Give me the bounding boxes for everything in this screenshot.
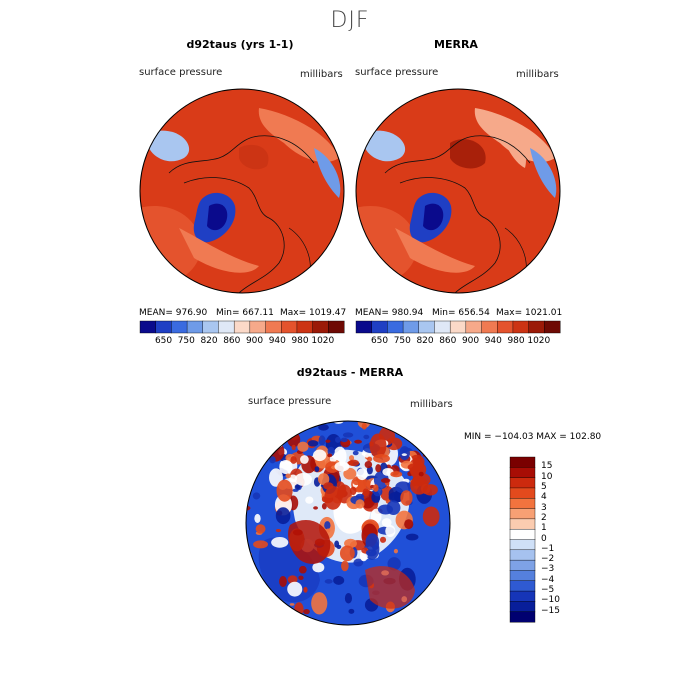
colorbar-tick-label: 0 <box>541 533 547 544</box>
panel-2-colorbar <box>355 320 561 334</box>
colorbar-swatch <box>509 559 536 571</box>
panel-1-polar-map <box>139 88 345 294</box>
panel-3-variable-label: surface pressure <box>248 396 332 407</box>
panel-1-units-label: millibars <box>300 69 343 80</box>
colorbar-tick-label: 3 <box>541 502 547 513</box>
colorbar-tick-label: 15 <box>541 461 553 472</box>
colorbar-tick-label: 650 <box>154 336 173 346</box>
panel-2-title: MERRA <box>434 38 478 51</box>
colorbar-tick-label: 860 <box>439 336 457 346</box>
colorbar-swatch <box>544 320 561 334</box>
panel-3-title: d92taus - MERRA <box>296 366 404 379</box>
panel-2-variable-label: surface pressure <box>355 67 439 78</box>
colorbar-tick-label: 2 <box>541 512 547 523</box>
colorbar-swatch <box>402 320 420 334</box>
colorbar-tick-label: 750 <box>393 336 411 346</box>
colorbar-swatch <box>171 320 188 334</box>
panel-3-minmax: MIN = −104.03 MAX = 102.80 <box>464 432 602 442</box>
colorbar-swatch <box>434 320 451 334</box>
colorbar-swatch <box>312 320 329 334</box>
colorbar-swatch <box>155 320 172 334</box>
colorbar-swatch <box>509 487 536 499</box>
colorbar-swatch <box>509 477 536 489</box>
panel-2-max: Max= 1021.01 <box>496 308 563 318</box>
colorbar-tick-label: −15 <box>541 605 560 616</box>
colorbar-swatch <box>509 611 536 623</box>
colorbar-swatch <box>371 320 388 334</box>
colorbar-swatch <box>509 467 536 479</box>
colorbar-swatch <box>509 456 536 468</box>
colorbar-tick-label: −1 <box>541 543 555 554</box>
colorbar-swatch <box>265 320 282 334</box>
colorbar-swatch <box>509 601 536 613</box>
colorbar-swatch <box>509 508 536 520</box>
colorbar-tick-label: 980 <box>291 336 309 346</box>
colorbar-swatch <box>218 320 235 334</box>
colorbar-tick-label: 900 <box>245 336 264 346</box>
colorbar-tick-label: 820 <box>200 336 218 346</box>
colorbar-tick-label: 940 <box>484 336 502 346</box>
colorbar-swatch <box>233 320 251 334</box>
panel-1-mean: MEAN= 976.90 <box>139 308 208 318</box>
colorbar-tick-label: 1 <box>541 523 547 534</box>
colorbar-swatch <box>509 580 536 592</box>
colorbar-tick-label: 1020 <box>527 336 551 346</box>
colorbar-swatch <box>139 320 157 334</box>
colorbar-swatch <box>387 320 404 334</box>
colorbar-swatch <box>328 320 345 334</box>
colorbar-tick-label: −5 <box>541 585 555 596</box>
colorbar-tick-label: 900 <box>461 336 480 346</box>
colorbar-tick-label: 940 <box>268 336 286 346</box>
colorbar-swatch <box>355 320 373 334</box>
colorbar-swatch <box>449 320 467 334</box>
colorbar-swatch <box>418 320 435 334</box>
colorbar-swatch <box>528 320 545 334</box>
panel-2-min: Min= 656.54 <box>432 308 490 318</box>
colorbar-tick-label: 750 <box>177 336 195 346</box>
panel-3-difference-map <box>245 420 451 626</box>
colorbar-swatch <box>497 320 514 334</box>
panel-2-units-label: millibars <box>516 69 559 80</box>
colorbar-tick-label: −2 <box>541 554 555 565</box>
panel-1-max: Max= 1019.47 <box>280 308 347 318</box>
panel-1-colorbar <box>139 320 345 334</box>
colorbar-swatch <box>465 320 483 334</box>
colorbar-swatch <box>202 320 219 334</box>
colorbar-tick-label: 820 <box>416 336 434 346</box>
colorbar-swatch <box>186 320 204 334</box>
colorbar-tick-label: −3 <box>541 564 555 575</box>
colorbar-swatch <box>509 498 536 510</box>
colorbar-swatch <box>509 518 536 530</box>
panel-3-colorbar <box>509 456 536 623</box>
panel-2-mean: MEAN= 980.94 <box>355 308 424 318</box>
colorbar-swatch <box>281 320 298 334</box>
colorbar-swatch <box>509 570 536 582</box>
colorbar-tick-label: −4 <box>541 574 555 585</box>
colorbar-swatch <box>509 528 536 541</box>
panel-3-units-label: millibars <box>410 399 453 410</box>
colorbar-tick-label: 650 <box>370 336 389 346</box>
colorbar-swatch <box>296 320 314 334</box>
page-title: DJF <box>330 8 370 33</box>
colorbar-tick-label: −10 <box>541 595 560 606</box>
colorbar-tick-label: 860 <box>223 336 241 346</box>
colorbar-tick-label: 1020 <box>311 336 335 346</box>
colorbar-swatch <box>509 539 536 551</box>
panel-1-title: d92taus (yrs 1-1) <box>186 38 294 51</box>
colorbar-swatch <box>512 320 530 334</box>
colorbar-swatch <box>509 590 536 602</box>
panel-1-variable-label: surface pressure <box>139 67 223 78</box>
colorbar-tick-label: 5 <box>541 481 547 492</box>
colorbar-swatch <box>509 549 536 561</box>
colorbar-swatch <box>249 320 267 334</box>
panel-2-polar-map <box>355 88 561 294</box>
colorbar-tick-label: 980 <box>507 336 525 346</box>
colorbar-tick-label: 10 <box>541 471 553 482</box>
colorbar-tick-label: 4 <box>541 492 547 503</box>
colorbar-swatch <box>481 320 498 334</box>
panel-1-min: Min= 667.11 <box>216 308 274 318</box>
